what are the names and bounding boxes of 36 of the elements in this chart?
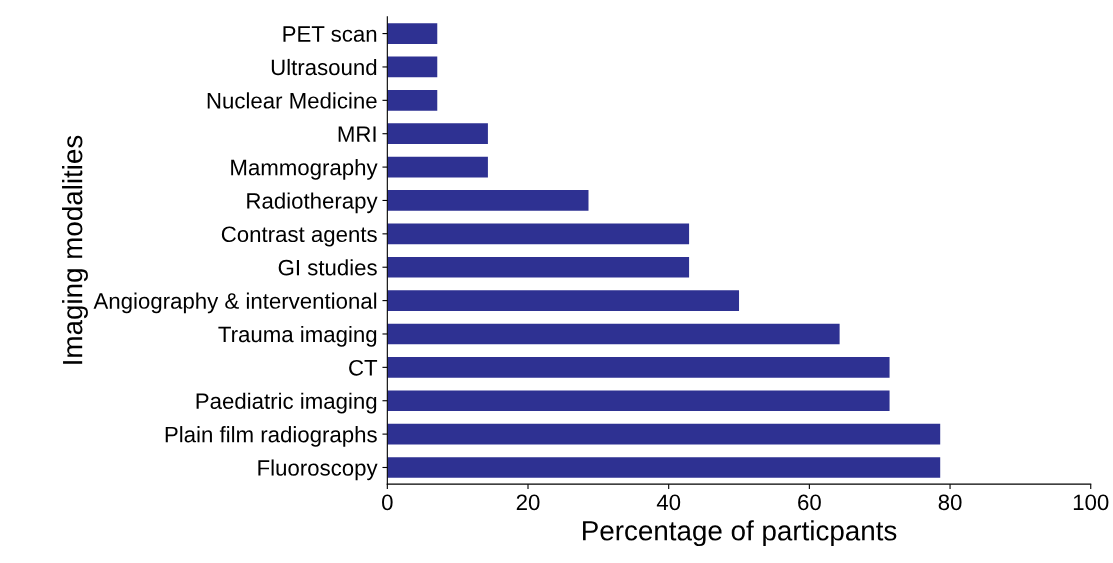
bar — [387, 423, 941, 445]
bar — [387, 357, 890, 378]
x-tick-label: 20 — [516, 494, 540, 511]
x-axis-title: Percentage of particpants — [583, 520, 897, 547]
y-axis-title: Imaging modalities — [62, 135, 88, 364]
x-tick-label: 60 — [798, 494, 821, 511]
bar — [387, 457, 941, 478]
bar — [387, 190, 589, 211]
bar — [387, 156, 488, 178]
x-tick-label: 0 — [382, 494, 393, 511]
y-tick-label: Fluoroscopy — [258, 459, 378, 481]
y-tick-label: Ultrasound — [271, 58, 377, 76]
y-tick-label: CT — [349, 359, 378, 376]
y-tick-label: Radiotherapy — [247, 192, 378, 214]
y-tick-label: Trauma imaging — [218, 325, 377, 347]
y-tick-label: Angiography & interventional — [93, 292, 377, 314]
y-tick-label: Contrast agents — [221, 226, 377, 247]
bar — [387, 290, 740, 311]
y-tick-label: PET scan — [283, 26, 377, 42]
y-tick-label: Paediatric imaging — [196, 392, 377, 414]
y-tick-label: Plain film radiographs — [165, 426, 377, 447]
y-tick-label: Nuclear Medicine — [207, 92, 377, 109]
bar — [387, 56, 438, 78]
bar — [387, 256, 690, 278]
bar — [387, 89, 438, 111]
bar — [387, 390, 890, 412]
x-tick-label: 40 — [656, 494, 681, 511]
y-tick-label: MRI — [338, 126, 376, 142]
bar — [387, 23, 438, 44]
bar — [387, 323, 840, 345]
y-tick-label: GI studies — [278, 259, 377, 276]
x-tick-label: 100 — [1073, 494, 1109, 511]
bar — [387, 223, 690, 245]
y-tick-label: Mammography — [231, 159, 378, 180]
x-tick-label: 80 — [938, 494, 962, 511]
bar — [387, 123, 488, 145]
